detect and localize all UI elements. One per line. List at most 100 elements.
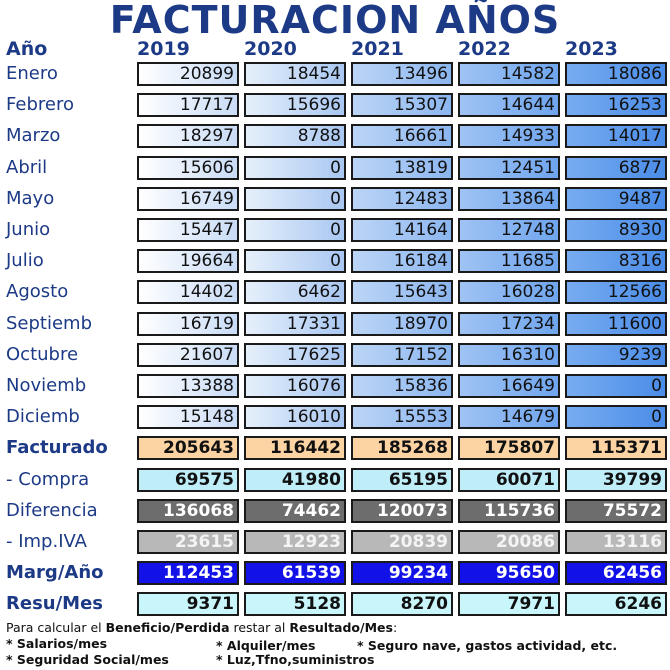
summary-row-marg-cell-2020: 61539: [244, 561, 346, 585]
month-row-octubre-cell-2020: 17625: [244, 343, 346, 367]
month-row-febrero-label: Febrero: [6, 94, 74, 115]
month-row-diciemb-cell-2021: 15553: [351, 405, 453, 429]
summary-row-iva-cell-2019: 23615: [137, 530, 239, 554]
month-row-junio-cell-2019: 15447: [137, 218, 239, 242]
month-row-noviemb-label: Noviemb: [6, 375, 87, 396]
summary-row-fact-cell-2020: 116442: [244, 436, 346, 460]
footnote-item-luz: * Luz,Tfno,suministros: [216, 652, 375, 667]
month-row-septiemb-cell-2021: 18970: [351, 312, 453, 336]
summary-row-dif-cell-2022: 115736: [458, 499, 560, 523]
month-row-abril-cell-2021: 13819: [351, 156, 453, 180]
month-row-enero-cell-2023: 18086: [565, 62, 667, 86]
month-row-octubre-cell-2022: 16310: [458, 343, 560, 367]
month-row-septiemb-cell-2020: 17331: [244, 312, 346, 336]
summary-row-resu-label: Resu/Mes: [6, 593, 104, 614]
month-row-abril-label: Abril: [6, 157, 48, 178]
month-row-enero-cell-2021: 13496: [351, 62, 453, 86]
summary-row-fact-cell-2023: 115371: [565, 436, 667, 460]
month-row-mayo-cell-2020: 0: [244, 187, 346, 211]
month-row-junio-cell-2023: 8930: [565, 218, 667, 242]
summary-row-comp-cell-2021: 65195: [351, 468, 453, 492]
month-row-febrero-cell-2022: 14644: [458, 93, 560, 117]
summary-row-resu-cell-2022: 7971: [458, 592, 560, 616]
summary-row-fact-cell-2022: 175807: [458, 436, 560, 460]
summary-row-marg-label: Marg/Año: [6, 562, 104, 583]
month-row-julio-cell-2022: 11685: [458, 249, 560, 273]
month-row-mayo-cell-2023: 9487: [565, 187, 667, 211]
summary-row-comp-cell-2022: 60071: [458, 468, 560, 492]
summary-row-iva-cell-2020: 12923: [244, 530, 346, 554]
month-row-diciemb-label: Diciemb: [6, 406, 80, 427]
month-row-agosto-cell-2023: 12566: [565, 280, 667, 304]
summary-row-dif-cell-2020: 74462: [244, 499, 346, 523]
month-row-julio-cell-2023: 8316: [565, 249, 667, 273]
month-row-marzo-label: Marzo: [6, 125, 61, 146]
month-row-marzo-cell-2020: 8788: [244, 124, 346, 148]
summary-row-dif-cell-2019: 136068: [137, 499, 239, 523]
footnote-item-seguridad-social: * Seguridad Social/mes: [6, 652, 169, 667]
summary-row-comp-label: - Compra: [6, 469, 90, 490]
month-row-junio-cell-2021: 14164: [351, 218, 453, 242]
month-row-enero-cell-2020: 18454: [244, 62, 346, 86]
summary-row-resu-cell-2023: 6246: [565, 592, 667, 616]
month-row-marzo-cell-2021: 16661: [351, 124, 453, 148]
month-row-noviemb-cell-2020: 16076: [244, 374, 346, 398]
month-row-mayo-label: Mayo: [6, 188, 55, 209]
month-row-marzo-cell-2023: 14017: [565, 124, 667, 148]
month-row-junio-label: Junio: [6, 219, 51, 240]
month-row-noviemb-cell-2022: 16649: [458, 374, 560, 398]
footnote-intro: Para calcular el Beneficio/Perdida resta…: [6, 620, 398, 635]
summary-row-marg-cell-2019: 112453: [137, 561, 239, 585]
month-row-marzo-cell-2022: 14933: [458, 124, 560, 148]
month-row-marzo-cell-2019: 18297: [137, 124, 239, 148]
month-row-julio-cell-2021: 16184: [351, 249, 453, 273]
summary-row-resu-cell-2020: 5128: [244, 592, 346, 616]
month-row-octubre-cell-2019: 21607: [137, 343, 239, 367]
summary-row-marg-cell-2021: 99234: [351, 561, 453, 585]
month-row-octubre-label: Octubre: [6, 344, 79, 365]
summary-row-iva-cell-2023: 13116: [565, 530, 667, 554]
year-header-row: Año 2019 2020 2021 2022 2023: [0, 38, 670, 60]
summary-row-iva-cell-2021: 20839: [351, 530, 453, 554]
month-row-mayo-cell-2019: 16749: [137, 187, 239, 211]
summary-row-marg-cell-2022: 95650: [458, 561, 560, 585]
month-row-julio-label: Julio: [6, 250, 44, 271]
month-row-septiemb-cell-2022: 17234: [458, 312, 560, 336]
month-row-agosto-cell-2020: 6462: [244, 280, 346, 304]
month-row-diciemb-cell-2020: 16010: [244, 405, 346, 429]
year-header-2023: 2023: [565, 38, 618, 60]
month-row-enero-label: Enero: [6, 63, 58, 84]
month-row-octubre-cell-2023: 9239: [565, 343, 667, 367]
footnote-item-salarios: * Salarios/mes: [6, 636, 108, 651]
footnote-item-alquiler: * Alquiler/mes: [216, 638, 316, 653]
month-row-febrero-cell-2020: 15696: [244, 93, 346, 117]
month-row-septiemb-label: Septiemb: [6, 313, 93, 334]
summary-row-comp-cell-2023: 39799: [565, 468, 667, 492]
month-row-enero-cell-2019: 20899: [137, 62, 239, 86]
month-row-diciemb-cell-2022: 14679: [458, 405, 560, 429]
month-row-julio-cell-2020: 0: [244, 249, 346, 273]
summary-row-fact-label: Facturado: [6, 437, 108, 458]
footnote-line-2: * Salarios/mes: [6, 636, 107, 651]
month-row-agosto-cell-2021: 15643: [351, 280, 453, 304]
month-row-agosto-cell-2022: 16028: [458, 280, 560, 304]
month-row-febrero-cell-2021: 15307: [351, 93, 453, 117]
summary-row-resu-cell-2021: 8270: [351, 592, 453, 616]
month-row-mayo-cell-2021: 12483: [351, 187, 453, 211]
summary-row-resu-cell-2019: 9371: [137, 592, 239, 616]
month-row-julio-cell-2019: 19664: [137, 249, 239, 273]
month-row-noviemb-cell-2019: 13388: [137, 374, 239, 398]
month-row-mayo-cell-2022: 13864: [458, 187, 560, 211]
summary-row-comp-cell-2019: 69575: [137, 468, 239, 492]
year-header-2022: 2022: [458, 38, 511, 60]
month-row-diciemb-cell-2023: 0: [565, 405, 667, 429]
year-header-label: Año: [6, 38, 48, 60]
month-row-abril-cell-2023: 6877: [565, 156, 667, 180]
month-row-junio-cell-2022: 12748: [458, 218, 560, 242]
month-row-agosto-label: Agosto: [6, 281, 69, 302]
month-row-abril-cell-2019: 15606: [137, 156, 239, 180]
month-row-enero-cell-2022: 14582: [458, 62, 560, 86]
month-row-abril-cell-2022: 12451: [458, 156, 560, 180]
month-row-septiemb-cell-2023: 11600: [565, 312, 667, 336]
summary-row-dif-label: Diferencia: [6, 500, 98, 521]
